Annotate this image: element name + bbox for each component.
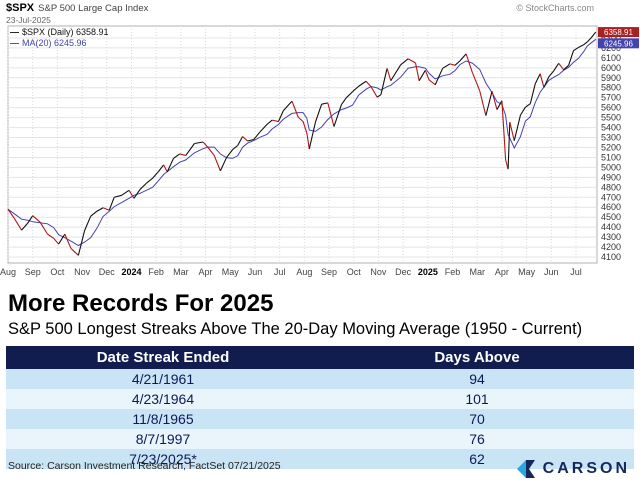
carson-wordmark: CARSON xyxy=(542,460,630,477)
stockcharts-credit: © StockCharts.com xyxy=(516,3,594,13)
svg-text:4600: 4600 xyxy=(601,202,621,212)
svg-text:Oct: Oct xyxy=(347,267,362,277)
svg-text:Mar: Mar xyxy=(173,267,189,277)
svg-text:2025: 2025 xyxy=(418,267,438,277)
svg-text:4700: 4700 xyxy=(601,192,621,202)
date-cell: 8/7/1997 xyxy=(6,429,320,449)
date-cell: 7/23/2025* xyxy=(6,449,320,469)
svg-text:Nov: Nov xyxy=(74,267,91,277)
chart-title: $SPX S&P 500 Large Cap Index xyxy=(6,2,148,14)
svg-text:Jul: Jul xyxy=(570,267,582,277)
table-row: 11/8/1965 70 xyxy=(6,409,634,429)
svg-text:Mar: Mar xyxy=(469,267,485,277)
days-cell: 76 xyxy=(320,429,634,449)
svg-text:Jul: Jul xyxy=(274,267,286,277)
table-row: 4/21/1961 94 xyxy=(6,369,634,389)
svg-text:5600: 5600 xyxy=(601,103,621,113)
svg-text:5900: 5900 xyxy=(601,73,621,83)
svg-text:5500: 5500 xyxy=(601,113,621,123)
legend-price-swatch: — xyxy=(10,27,19,37)
column-header-date: Date Streak Ended xyxy=(6,346,320,369)
svg-text:Dec: Dec xyxy=(99,267,116,277)
days-cell: 70 xyxy=(320,409,634,429)
svg-text:Apr: Apr xyxy=(199,267,213,277)
svg-text:4100: 4100 xyxy=(601,252,621,262)
legend-price-series: — $SPX (Daily) 6358.91 xyxy=(10,27,109,38)
svg-text:5300: 5300 xyxy=(601,133,621,143)
svg-text:5200: 5200 xyxy=(601,142,621,152)
table-row: 7/23/2025* 62 xyxy=(6,449,634,469)
spx-line-plot: 6300620061006000590058005700560055005400… xyxy=(0,25,639,277)
page-title: More Records For 2025 xyxy=(8,290,274,317)
streaks-table: Date Streak Ended Days Above 4/21/1961 9… xyxy=(6,346,634,469)
svg-text:4800: 4800 xyxy=(601,182,621,192)
svg-text:6000: 6000 xyxy=(601,63,621,73)
svg-text:Nov: Nov xyxy=(370,267,387,277)
date-cell: 4/23/1964 xyxy=(6,389,320,409)
svg-text:Aug: Aug xyxy=(0,267,16,277)
svg-text:May: May xyxy=(518,267,536,277)
svg-text:Apr: Apr xyxy=(495,267,509,277)
page-subtitle: S&P 500 Longest Streaks Above The 20-Day… xyxy=(8,320,583,338)
svg-text:5000: 5000 xyxy=(601,162,621,172)
svg-text:6358.91: 6358.91 xyxy=(604,28,633,37)
svg-text:5400: 5400 xyxy=(601,123,621,133)
carson-logo: CARSON xyxy=(515,458,630,480)
svg-text:Sep: Sep xyxy=(25,267,41,277)
svg-text:4200: 4200 xyxy=(601,242,621,252)
svg-text:Sep: Sep xyxy=(321,267,337,277)
ticker-symbol: $SPX xyxy=(6,2,35,14)
legend-price-label: $SPX (Daily) 6358.91 xyxy=(22,27,109,37)
svg-text:Feb: Feb xyxy=(148,267,164,277)
svg-text:Feb: Feb xyxy=(445,267,461,277)
svg-text:6300: 6300 xyxy=(601,33,621,43)
svg-text:Dec: Dec xyxy=(395,267,412,277)
svg-text:Oct: Oct xyxy=(50,267,65,277)
date-cell: 11/8/1965 xyxy=(6,409,320,429)
svg-text:Jun: Jun xyxy=(544,267,559,277)
svg-text:6100: 6100 xyxy=(601,53,621,63)
footer: Source: Carson Investment Research, Fact… xyxy=(0,454,640,490)
chart-date: 23-Jul-2025 xyxy=(6,15,51,25)
legend-ma-swatch: — xyxy=(10,38,19,48)
svg-text:5700: 5700 xyxy=(601,93,621,103)
svg-text:5100: 5100 xyxy=(601,152,621,162)
chart-legend: — $SPX (Daily) 6358.91 — MA(20) 6245.96 xyxy=(10,27,109,49)
days-cell: 62 xyxy=(320,449,634,469)
svg-text:Aug: Aug xyxy=(296,267,312,277)
table-header-row: Date Streak Ended Days Above xyxy=(6,346,634,369)
svg-text:4900: 4900 xyxy=(601,172,621,182)
svg-text:2024: 2024 xyxy=(121,267,141,277)
days-cell: 94 xyxy=(320,369,634,389)
table-row: 8/7/1997 76 xyxy=(6,429,634,449)
carson-logo-icon xyxy=(516,460,535,478)
price-chart-section: $SPX S&P 500 Large Cap Index © StockChart… xyxy=(0,2,639,277)
svg-text:6245.96: 6245.96 xyxy=(604,39,633,48)
days-cell: 101 xyxy=(320,389,634,409)
column-header-days: Days Above xyxy=(320,346,634,369)
date-cell: 4/21/1961 xyxy=(6,369,320,389)
svg-text:4500: 4500 xyxy=(601,212,621,222)
svg-text:4400: 4400 xyxy=(601,222,621,232)
ticker-description: S&P 500 Large Cap Index xyxy=(38,3,149,14)
legend-ma-series: — MA(20) 6245.96 xyxy=(10,38,109,49)
table-row: 4/23/1964 101 xyxy=(6,389,634,409)
source-text: Source: Carson Investment Research, Fact… xyxy=(8,460,281,472)
svg-text:May: May xyxy=(222,267,240,277)
svg-text:4300: 4300 xyxy=(601,232,621,242)
legend-ma-label: MA(20) 6245.96 xyxy=(22,38,87,48)
svg-text:5800: 5800 xyxy=(601,83,621,93)
svg-text:Jun: Jun xyxy=(248,267,263,277)
